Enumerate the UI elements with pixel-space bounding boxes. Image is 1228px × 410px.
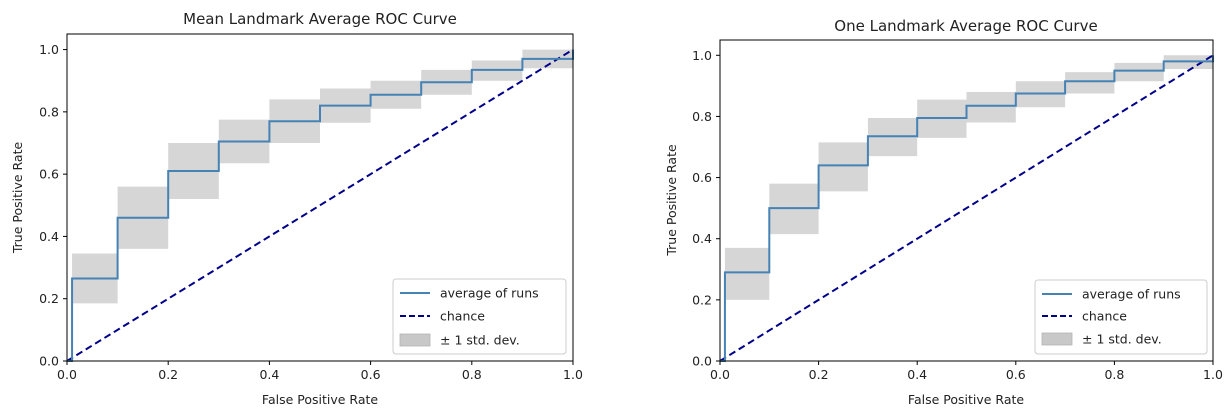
y-tick-label: 0.8 [39,104,59,119]
y-tick-label: 0.6 [692,170,712,185]
y-axis-ticks: 0.0 0.2 0.4 0.6 0.8 1.0 [692,48,720,369]
y-tick-label: 0.8 [692,109,712,124]
y-tick-label: 0.2 [39,291,59,306]
x-tick-label: 0.8 [462,367,482,382]
x-tick-label: 1.0 [1203,367,1223,382]
x-tick-label: 0.2 [158,367,178,382]
y-axis-label: True Positive Rate [664,144,679,257]
x-axis-ticks: 0.0 0.2 0.4 0.6 0.8 1.0 [57,361,583,382]
legend: average of runs chance ± 1 std. dev. [1035,280,1207,354]
y-tick-label: 1.0 [692,48,712,63]
x-axis-ticks: 0.0 0.2 0.4 0.6 0.8 1.0 [710,361,1223,382]
y-tick-label: 0.0 [692,354,712,369]
x-axis-label: False Positive Rate [908,392,1024,407]
x-tick-label: 0.2 [809,367,829,382]
legend-swatch-band [1042,333,1072,345]
x-tick-label: 0.6 [361,367,381,382]
legend-label-band: ± 1 std. dev. [1082,332,1162,347]
legend-label-band: ± 1 std. dev. [440,333,520,348]
chart-title: One Landmark Average ROC Curve [834,17,1097,35]
roc-panel-one-landmark: 0.0 0.2 0.4 0.6 0.8 1.0 0.0 0.2 0.4 0.6 0.8 1.0 On… [664,17,1223,407]
y-tick-label: 0.2 [692,292,712,307]
y-tick-label: 0.6 [39,167,59,182]
legend-swatch-band [400,334,430,346]
legend: average of runs chance ± 1 std. dev. [393,279,566,354]
chart-title: Mean Landmark Average ROC Curve [183,10,457,28]
legend-label-average: average of runs [1082,287,1181,302]
x-tick-label: 0.4 [259,367,279,382]
x-tick-label: 0.6 [1006,367,1026,382]
y-tick-label: 0.0 [39,354,59,369]
y-tick-label: 1.0 [39,42,59,57]
legend-label-average: average of runs [440,286,539,301]
roc-panel-mean-landmark: 0.0 0.2 0.4 0.6 0.8 1.0 0.0 0.2 0.4 0.6 0.8 1.0 Me… [10,10,583,407]
x-tick-label: 0.0 [710,367,730,382]
x-tick-label: 0.8 [1104,367,1124,382]
y-axis-label: True Positive Rate [10,142,25,255]
y-tick-label: 0.4 [39,229,59,244]
legend-label-chance: chance [440,309,485,324]
x-tick-label: 1.0 [563,367,583,382]
y-axis-ticks: 0.0 0.2 0.4 0.6 0.8 1.0 [39,42,67,368]
x-tick-label: 0.4 [907,367,927,382]
x-axis-label: False Positive Rate [262,392,378,407]
legend-label-chance: chance [1082,309,1127,324]
y-tick-label: 0.4 [692,231,712,246]
x-tick-label: 0.0 [57,367,77,382]
